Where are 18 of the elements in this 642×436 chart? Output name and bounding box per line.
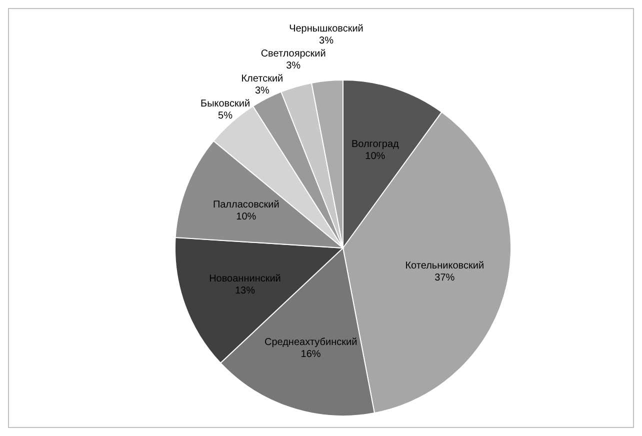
slice-label: Быковский: [200, 98, 250, 110]
data-label: 37%: [434, 272, 455, 284]
slice-label: Среднеахтубинский: [264, 337, 358, 348]
data-label: 10%: [236, 212, 256, 223]
slice-label: Волгоград: [351, 138, 400, 150]
data-label: 3%: [286, 60, 301, 72]
data-label: 10%: [365, 150, 386, 162]
slice-label: Палласовский: [212, 200, 280, 211]
data-label: 5%: [218, 110, 233, 122]
slice-label: Чернышковский: [289, 23, 364, 34]
slice-label: Новоаннинский: [209, 273, 281, 284]
slice-label: Котельниковский: [405, 260, 484, 272]
data-label: 13%: [234, 285, 256, 296]
slice-label: Клетский: [241, 73, 284, 84]
slice-label: Светлоярский: [260, 48, 326, 60]
data-label: 16%: [300, 349, 321, 360]
data-label: 3%: [254, 85, 270, 96]
data-label: 3%: [319, 35, 334, 46]
